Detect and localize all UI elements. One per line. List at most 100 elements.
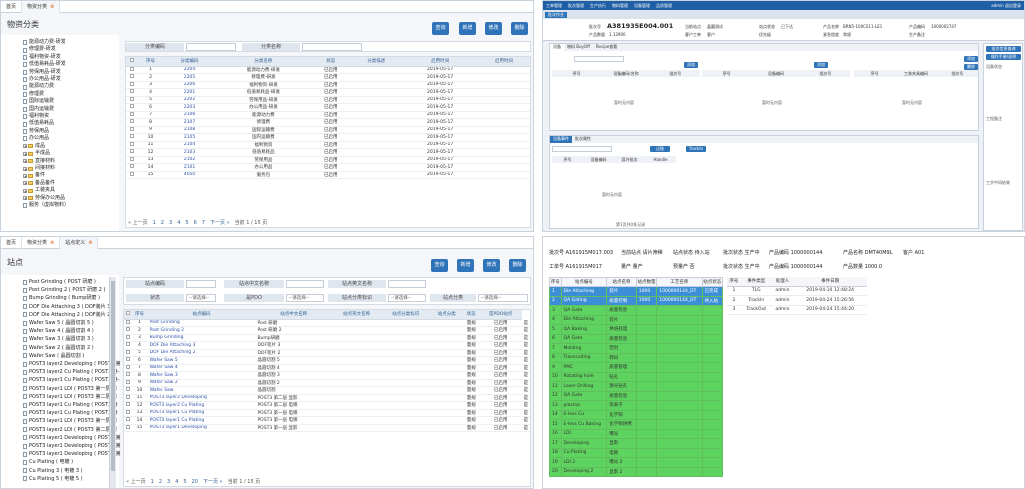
row-checkbox-cell[interactable] (124, 326, 132, 335)
table-row[interactable]: 6 Wafer Saw 5 晶圆切割 5 量规 已启用是 (124, 356, 530, 365)
row-checkbox-cell[interactable] (126, 148, 138, 157)
tree-item[interactable]: Wafer Saw 4 ( 晶圆切割 4 ) (23, 327, 119, 335)
expand-icon[interactable]: + (23, 151, 28, 157)
nav-item[interactable]: 物料管理 (612, 2, 628, 8)
nav-item[interactable]: 生产执行 (590, 2, 606, 8)
column-header[interactable]: 站点分类标识 (381, 310, 431, 320)
column-header[interactable]: 启用时间 (477, 57, 530, 67)
row-checkbox[interactable] (129, 74, 134, 79)
row-checkbox[interactable] (129, 126, 134, 131)
table-row[interactable]: 2 2205 修理费-研发 已启用 2019-05-17 (126, 73, 530, 82)
event-row[interactable]: 2 TrackIn admin 2019-04-24 15:26:56 (727, 295, 867, 306)
route-row[interactable]: 10 Rotating hole 钻孔 (549, 371, 724, 382)
row-checkbox[interactable] (125, 424, 130, 429)
row-checkbox-cell[interactable] (124, 341, 132, 350)
column-header[interactable]: 分类编码 (163, 57, 216, 67)
column-header[interactable] (126, 57, 138, 67)
table-row[interactable]: 8 2107 修理费 已启用 2019-05-17 (126, 118, 530, 127)
tree-item[interactable]: 服务（虚拟物料） (23, 202, 119, 209)
lot-query-button[interactable]: 批次信息查询 (986, 46, 1021, 52)
scroll-thumb[interactable] (111, 281, 115, 471)
add-button-right[interactable]: 添加 (964, 56, 978, 62)
manual-button[interactable]: 操作手册/说明 (986, 54, 1021, 60)
nav-item[interactable]: 品质管理 (656, 2, 672, 8)
code-input[interactable] (186, 280, 216, 288)
row-checkbox-cell[interactable] (124, 334, 132, 342)
tab-lot-attr[interactable]: 批次属性 (575, 136, 591, 141)
tree-item[interactable]: DOF Die Attaching 2 ( DOF装片 2 ) (23, 311, 119, 319)
tree-item[interactable]: 福利物资 (23, 113, 119, 120)
table-row[interactable]: 12 2103 低值易耗品 已启用 2019-05-17 (126, 148, 530, 157)
row-checkbox-cell[interactable] (124, 319, 132, 327)
tree-item[interactable]: POST3 layer1 Cu Plating ( POST3 第 (23, 401, 119, 409)
route-row[interactable]: 17 Developing 显影 (549, 438, 724, 449)
tab-home[interactable]: 首页 (1, 1, 23, 13)
table-row[interactable]: 1 Post Grinding Post 研磨 量规 已启用是 (124, 319, 530, 327)
row-checkbox[interactable] (125, 402, 130, 407)
tree-item[interactable]: Wafer Saw 2 ( 晶圆切割 2 ) (23, 344, 119, 352)
close-icon[interactable]: ⊗ (88, 239, 93, 246)
row-checkbox-cell[interactable] (126, 171, 138, 179)
close-icon[interactable]: ⊗ (50, 239, 55, 246)
table-row[interactable]: 11 2104 福利物资 已启用 2019-05-17 (126, 141, 530, 149)
row-checkbox-cell[interactable] (126, 126, 138, 134)
row-checkbox[interactable] (129, 164, 134, 169)
row-checkbox-cell[interactable] (126, 103, 138, 112)
table-row[interactable]: 11 POST3 layer2 Developing POST3 第二层 显影 量规已… (124, 394, 530, 402)
expand-icon[interactable]: + (23, 166, 28, 172)
post-button[interactable]: 过账 (650, 146, 670, 152)
row-checkbox[interactable] (125, 409, 130, 414)
add-button[interactable]: 新增 (459, 22, 476, 35)
table-row[interactable]: 14 POST3 layer1 Cu Plating POST3 第一层 电镀 量规已… (124, 416, 530, 425)
tab-buyoff[interactable]: 物料 BuyOff (567, 44, 590, 49)
column-header[interactable]: 站点分类 (430, 310, 464, 320)
delete-button[interactable]: 删除 (511, 22, 528, 35)
row-checkbox-cell[interactable] (124, 379, 132, 387)
route-row[interactable]: 7 Molding 塑封 (549, 343, 724, 354)
tree-item[interactable]: + 直接材料 (23, 158, 119, 165)
route-row[interactable]: 8 Transcoding 转码 (549, 352, 724, 363)
row-checkbox[interactable] (129, 89, 134, 94)
delete-button-right[interactable]: 删除 (964, 64, 978, 70)
row-checkbox[interactable] (125, 364, 130, 369)
tree-item[interactable]: 福利物资-研发 (23, 54, 119, 61)
pdo-select[interactable]: --请选择-- (286, 294, 324, 302)
column-header[interactable]: 站点中文名称 (255, 310, 333, 320)
route-row[interactable]: 19 LDI 2 曝光 2 (549, 457, 724, 468)
tree-item[interactable]: POST3 layer2 Developing ( POST3 第 (23, 360, 121, 368)
tree-item[interactable]: 办公用品 (23, 135, 119, 142)
tree-item[interactable]: Cu Plating 5 ( 电镀 5 ) (23, 475, 119, 483)
table-row[interactable]: 5 2202 劳保用品-研发 已启用 2019-05-17 (126, 96, 530, 104)
row-checkbox[interactable] (125, 394, 130, 399)
page-number[interactable]: 3 (169, 219, 173, 226)
route-row[interactable]: 15 E-less Cu Baking 化学铜烘烤 (549, 419, 724, 430)
prev-page[interactable]: « 上一页 (128, 220, 148, 226)
tree-item[interactable]: POST3 layer1 Cu Plating ( POST3 第 (23, 409, 119, 417)
select-all-checkbox[interactable] (125, 311, 130, 316)
tree-item[interactable]: POST3 layer1 Developing ( POST3 第 (23, 442, 121, 450)
column-header[interactable]: 站点编码 (147, 310, 256, 320)
nav-item[interactable]: 批次管理 (568, 2, 584, 8)
event-input[interactable] (552, 146, 612, 152)
row-checkbox-cell[interactable] (126, 66, 138, 74)
equipment-input[interactable] (574, 56, 624, 62)
column-header[interactable]: 分类名称 (215, 57, 312, 67)
table-row[interactable]: 14 2101 办公用品 已启用 2019-05-17 (126, 163, 530, 172)
class-select[interactable]: --请选择-- (388, 294, 426, 302)
route-row[interactable]: 16 LDI 曝光 (549, 428, 724, 439)
tree-item[interactable]: Wafer Saw 3 ( 晶圆切割 3 ) (23, 335, 119, 343)
table-row[interactable]: 13 POST3 layer1 Cu Plating POST3 第一层 电镀 量规已… (124, 409, 530, 417)
column-header[interactable]: 状态 (311, 57, 351, 67)
add-equipment-button[interactable]: 添加 (684, 62, 698, 68)
tree-item[interactable]: + 劳保办公用品 (23, 195, 119, 202)
tree-item[interactable]: Post Grinding ( POST 研磨 ) (23, 278, 119, 286)
table-row[interactable]: 10 Wafer Saw 晶圆切割 量规 已启用是 (124, 386, 530, 395)
tree-item[interactable]: 修理费 (23, 91, 119, 98)
page-number[interactable]: 5 (185, 219, 189, 226)
row-checkbox-cell[interactable] (124, 364, 132, 372)
route-row[interactable]: 18 Cu Plating 电镀 (549, 447, 724, 458)
en-name-input[interactable] (388, 280, 426, 288)
next-page[interactable]: 下一页 » (209, 220, 230, 226)
page-number[interactable]: 1 (150, 478, 154, 485)
nav-item[interactable]: 工单管理 (546, 2, 562, 8)
